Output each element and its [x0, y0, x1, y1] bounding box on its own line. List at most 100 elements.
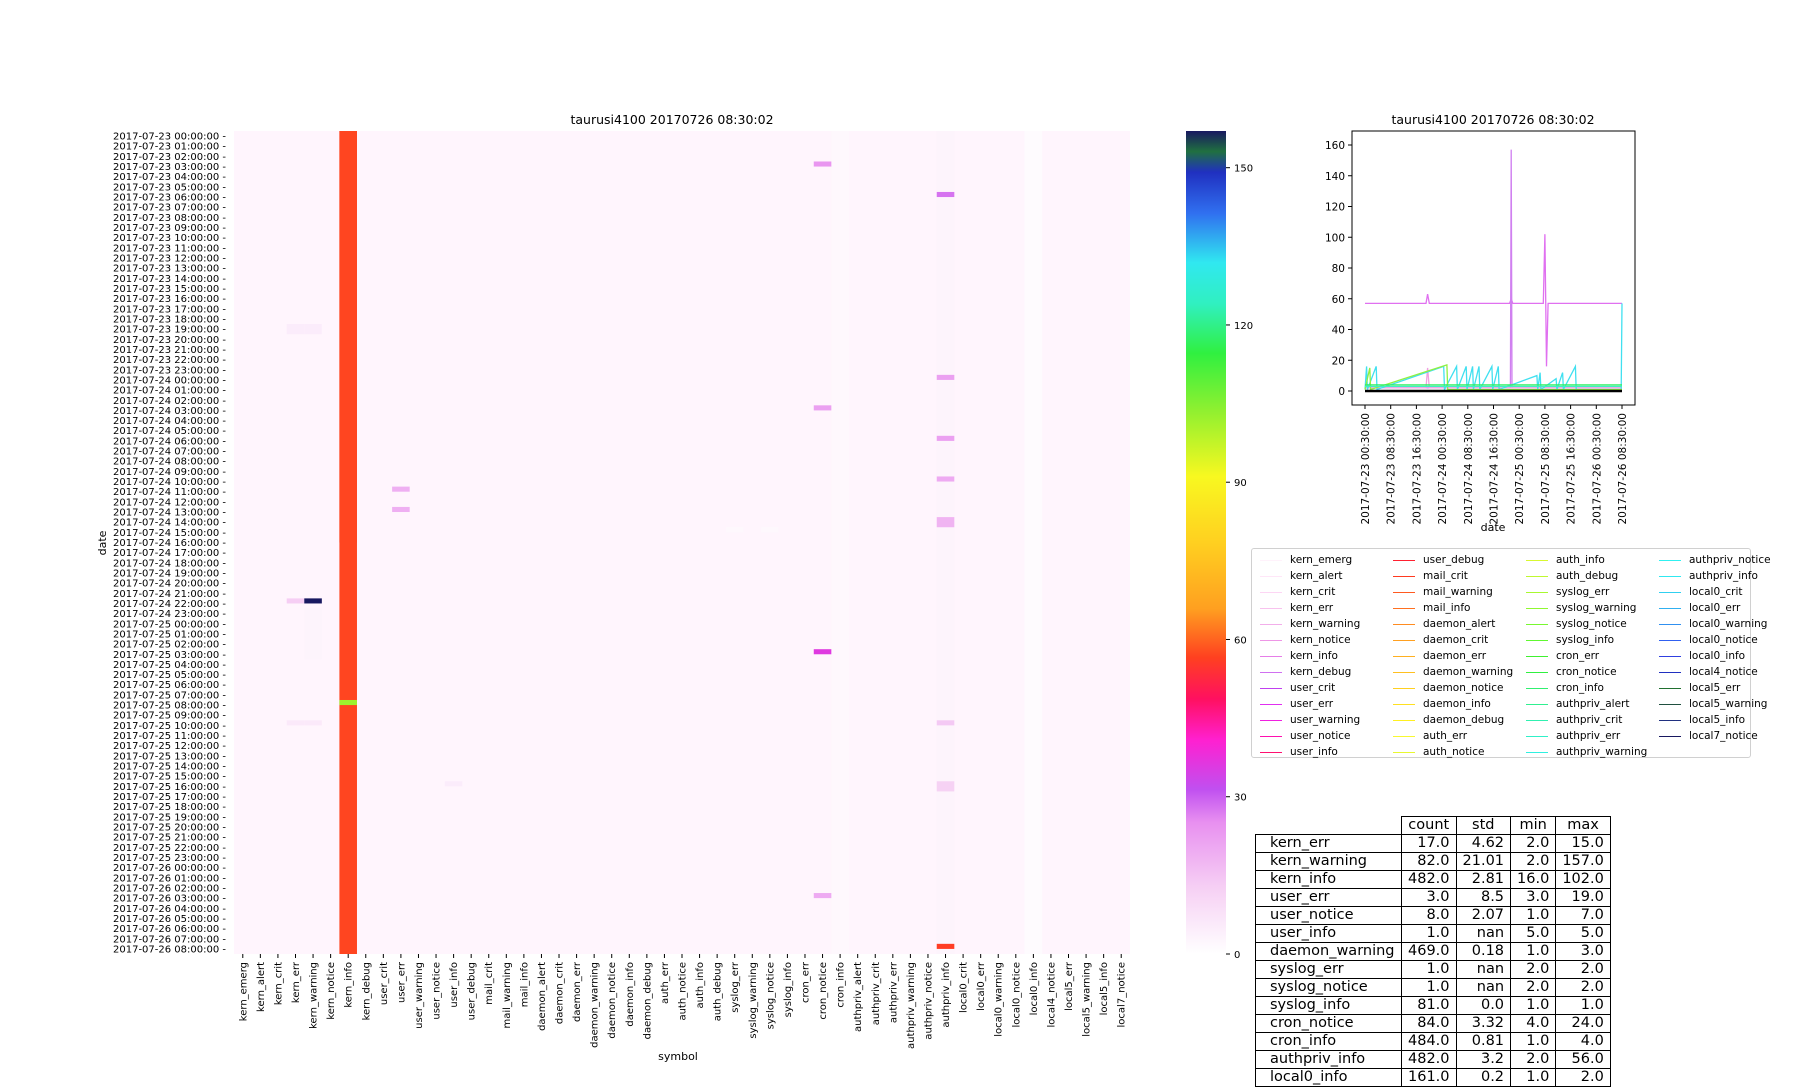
- heatmap-cell: [304, 720, 322, 726]
- heatmap-y-tick-label: 2017-07-25 03:00:00 -: [113, 650, 226, 661]
- legend-label: mail_info: [1423, 602, 1471, 614]
- heatmap-y-tick-label: 2017-07-24 16:00:00 -: [113, 538, 226, 549]
- heatmap-cell: [339, 699, 357, 706]
- stats-cell-max: 4.0: [1555, 1032, 1611, 1051]
- heatmap-x-tick-label: authpriv_alert: [853, 962, 864, 1032]
- line-chart-frame: [1351, 130, 1636, 406]
- legend-item: authpriv_err: [1522, 728, 1655, 744]
- heatmap-cell: [444, 781, 463, 787]
- legend-label: cron_info: [1556, 682, 1604, 694]
- heatmap-y-tick-label: 2017-07-24 10:00:00 -: [113, 477, 226, 488]
- stats-cell-max: 2.0: [1555, 978, 1611, 997]
- stats-cell-count: 84.0: [1401, 1014, 1457, 1033]
- stats-cell-std: 8.5: [1455, 888, 1512, 907]
- stats-cell-std: 3.32: [1455, 1014, 1512, 1033]
- heatmap-x-tick-label: local5_err: [1064, 961, 1075, 1011]
- heatmap-cells: [286, 131, 1043, 954]
- heatmap-x-tick-label: daemon_crit: [555, 962, 566, 1024]
- stats-cell-max: 1.0: [1555, 996, 1611, 1015]
- stats-cell-std: 2.07: [1455, 906, 1512, 925]
- legend-item: local0_err: [1655, 600, 1788, 616]
- legend-line-swatch: [1260, 575, 1282, 577]
- line-y-tick-label: 140: [1325, 171, 1345, 183]
- heatmap-y-tick-label: 2017-07-23 19:00:00 -: [113, 325, 226, 336]
- heatmap-x-tick-label: user_warning: [414, 962, 425, 1029]
- legend-line-swatch: [1526, 591, 1548, 593]
- heatmap-x-tick-label: mail_info: [519, 962, 530, 1007]
- stats-cell-max: 3.0: [1555, 942, 1611, 961]
- legend-item: authpriv_notice: [1655, 552, 1788, 568]
- heatmap-y-tick-label: 2017-07-26 08:00:00 -: [113, 944, 226, 955]
- stats-cell-min: 1.0: [1510, 996, 1557, 1015]
- heatmap-y-tick-label: 2017-07-23 15:00:00 -: [113, 284, 226, 295]
- legend-label: authpriv_notice: [1689, 554, 1771, 566]
- heatmap-y-tick-label: 2017-07-24 20:00:00 -: [113, 579, 226, 590]
- legend-label: authpriv_warning: [1556, 746, 1648, 758]
- heatmap-cell: [936, 943, 955, 949]
- line-x-tick-label: 2017-07-24 00:30:00: [1437, 413, 1449, 525]
- heatmap-cell: [813, 893, 832, 899]
- heatmap-y-tick-label: 2017-07-24 09:00:00 -: [113, 467, 226, 478]
- legend-line-swatch: [1526, 719, 1548, 721]
- legend-item: authpriv_alert: [1522, 696, 1655, 712]
- legend-item: daemon_err: [1389, 648, 1522, 664]
- legend-label: kern_debug: [1290, 666, 1352, 678]
- heatmap-cell: [813, 649, 832, 655]
- stats-cell-max: 7.0: [1555, 906, 1611, 925]
- heatmap-x-tick-label: auth_info: [695, 962, 706, 1008]
- stats-cell-max: 24.0: [1555, 1014, 1611, 1033]
- heatmap-y-tick-label: 2017-07-23 03:00:00 -: [113, 162, 226, 173]
- legend-item: local0_warning: [1655, 616, 1788, 632]
- legend-line-swatch: [1393, 575, 1415, 577]
- legend-label: syslog_err: [1556, 586, 1610, 598]
- legend-label: local7_notice: [1689, 730, 1758, 742]
- heatmap-y-tick-label: 2017-07-23 18:00:00 -: [113, 314, 226, 325]
- legend-label: authpriv_info: [1689, 570, 1758, 582]
- heatmap-x-tick-label: user_debug: [467, 962, 478, 1020]
- heatmap-y-tick-label: 2017-07-25 20:00:00 -: [113, 822, 226, 833]
- heatmap-y-tick-label: 2017-07-25 04:00:00 -: [113, 660, 226, 671]
- stats-row: kern_info 482.0 2.81 16.0 102.0: [1255, 870, 1611, 889]
- stats-header-count: count: [1401, 816, 1457, 835]
- stats-row: user_err 3.0 8.5 3.0 19.0: [1255, 888, 1611, 907]
- heatmap-y-tick-label: 2017-07-25 09:00:00 -: [113, 711, 226, 722]
- stats-cell-min: 2.0: [1510, 834, 1557, 853]
- heatmap-cell: [936, 517, 955, 528]
- heatmap-cell: [813, 161, 832, 167]
- stats-row: kern_warning 82.0 21.01 2.0 157.0: [1255, 852, 1611, 871]
- stats-cell-name: cron_notice: [1255, 1014, 1402, 1033]
- legend-item: kern_debug: [1256, 664, 1389, 680]
- legend-item: user_err: [1256, 696, 1389, 712]
- line-x-tick-label: 2017-07-23 08:30:00: [1386, 413, 1398, 525]
- heatmap-y-tick-label: 2017-07-23 05:00:00 -: [113, 182, 226, 193]
- stats-cell-max: 56.0: [1555, 1050, 1611, 1069]
- legend-line-swatch: [1659, 703, 1681, 705]
- heatmap-x-tick-label: local5_warning: [1082, 962, 1093, 1037]
- line-y-tick-label: 160: [1325, 140, 1345, 152]
- legend-line-swatch: [1526, 575, 1548, 577]
- legend-item: kern_crit: [1256, 584, 1389, 600]
- legend-label: daemon_info: [1423, 698, 1491, 710]
- heatmap-y-tick-label: 2017-07-25 17:00:00 -: [113, 792, 226, 803]
- legend-line-swatch: [1526, 655, 1548, 657]
- legend-label: local5_err: [1689, 682, 1741, 694]
- line-y-tick-label: 120: [1325, 202, 1345, 214]
- heatmap-y-tick-label: 2017-07-26 06:00:00 -: [113, 924, 226, 935]
- heatmap-cell: [304, 598, 322, 604]
- legend-line-swatch: [1260, 751, 1282, 753]
- heatmap-y-tick-label: 2017-07-23 07:00:00 -: [113, 203, 226, 214]
- line-x-tick-label: 2017-07-26 08:30:00: [1617, 413, 1629, 525]
- stats-cell-max: 157.0: [1555, 852, 1611, 871]
- legend-line-swatch: [1526, 607, 1548, 609]
- stats-cell-min: 1.0: [1510, 942, 1557, 961]
- heatmap-y-tick-label: 2017-07-24 17:00:00 -: [113, 548, 226, 559]
- heatmap-cell: [339, 131, 357, 543]
- heatmap-x-tick-label: daemon_alert: [537, 962, 548, 1031]
- heatmap-y-tick-label: 2017-07-25 10:00:00 -: [113, 721, 226, 732]
- legend-line-swatch: [1659, 671, 1681, 673]
- heatmap-y-tick-label: 2017-07-24 22:00:00 -: [113, 599, 226, 610]
- legend-label: auth_err: [1423, 730, 1468, 742]
- heatmap-cell: [936, 781, 955, 792]
- stats-cell-name: user_info: [1255, 924, 1402, 943]
